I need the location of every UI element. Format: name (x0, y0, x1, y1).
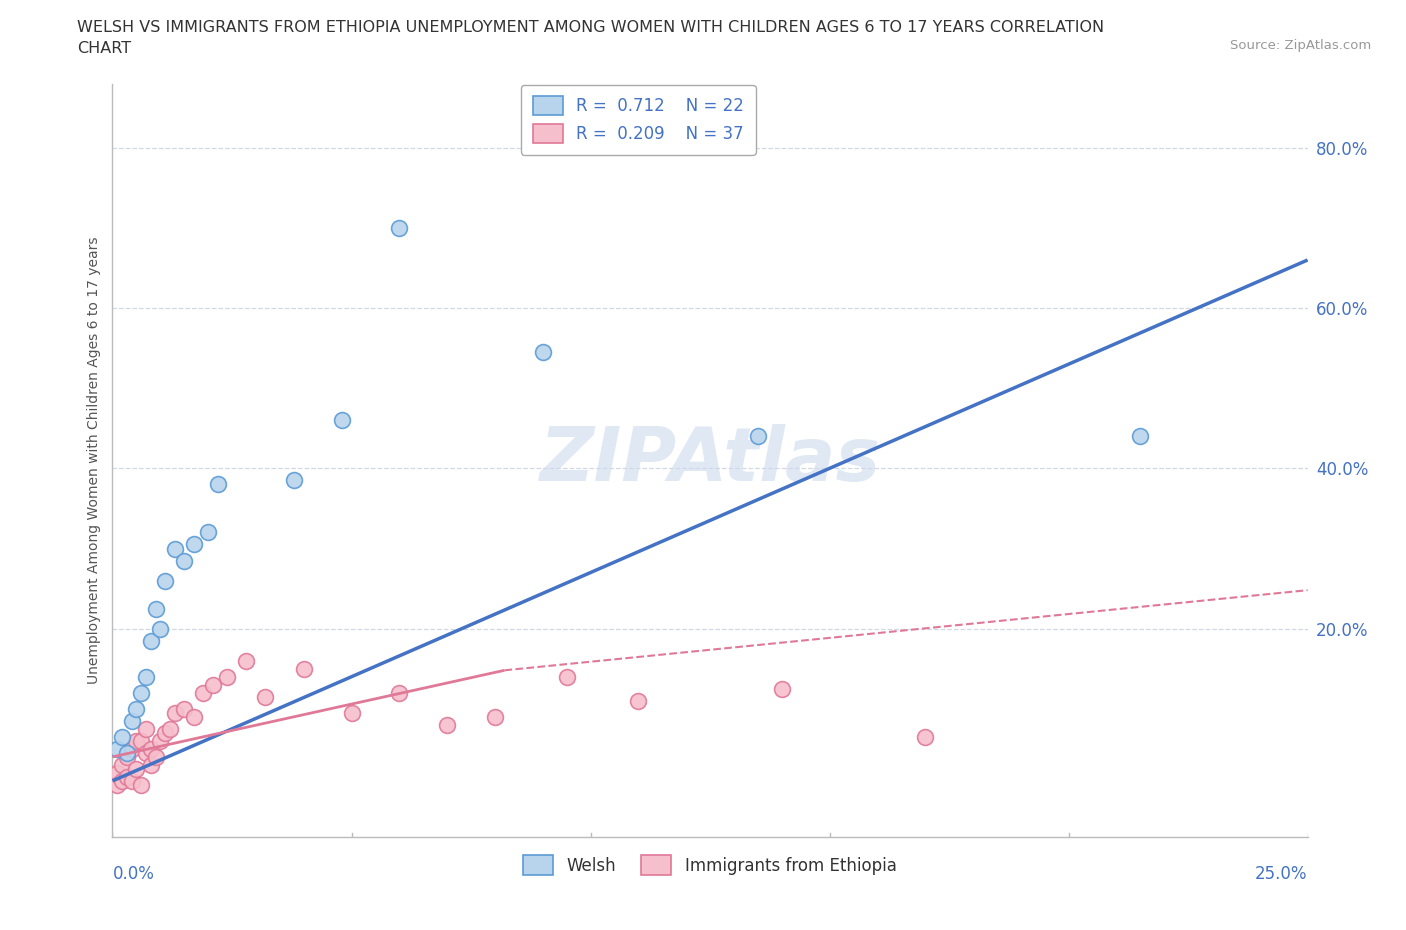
Point (105, 765, 128, 780)
Point (201, 677, 224, 692)
Point (139, 757, 162, 772)
Point (770, 682, 793, 697)
Text: CHART: CHART (77, 41, 131, 56)
Point (388, 220, 411, 235)
Point (129, 777, 152, 792)
Point (125, 701, 148, 716)
Point (145, 750, 167, 764)
Point (135, 670, 157, 684)
Point (121, 741, 143, 756)
Text: 25.0%: 25.0% (1256, 865, 1308, 883)
Point (105, 741, 128, 756)
Point (121, 713, 143, 728)
Legend: Welsh, Immigrants from Ethiopia: Welsh, Immigrants from Ethiopia (517, 849, 903, 882)
Point (125, 762, 148, 777)
Text: Source: ZipAtlas.com: Source: ZipAtlas.com (1230, 39, 1371, 52)
Point (145, 601, 167, 616)
Point (129, 685, 152, 700)
Point (139, 633, 162, 648)
Point (105, 777, 128, 792)
Point (173, 701, 195, 716)
Point (330, 413, 353, 428)
Point (436, 717, 458, 732)
Point (153, 573, 176, 588)
Point (235, 653, 257, 668)
Point (254, 689, 277, 704)
Text: WELSH VS IMMIGRANTS FROM ETHIOPIA UNEMPLOYMENT AMONG WOMEN WITH CHILDREN AGES 6 : WELSH VS IMMIGRANTS FROM ETHIOPIA UNEMPL… (77, 20, 1105, 35)
Point (153, 725, 176, 740)
Point (1129, 429, 1152, 444)
Point (217, 670, 239, 684)
Point (163, 705, 186, 720)
Point (159, 722, 181, 737)
Point (111, 729, 134, 744)
Point (135, 722, 157, 737)
Point (531, 345, 554, 360)
Point (197, 525, 219, 540)
Point (129, 734, 152, 749)
Point (111, 774, 134, 789)
Point (173, 553, 195, 568)
Point (627, 694, 650, 709)
Y-axis label: Unemployment Among Women with Children Ages 6 to 17 years: Unemployment Among Women with Children A… (87, 236, 101, 684)
Point (149, 734, 172, 749)
Point (292, 661, 315, 676)
Point (183, 710, 205, 724)
Point (183, 537, 205, 551)
Point (340, 705, 363, 720)
Text: 0.0%: 0.0% (112, 865, 155, 883)
Point (207, 477, 229, 492)
Point (125, 734, 148, 749)
Point (555, 670, 578, 684)
Point (484, 710, 506, 724)
Point (914, 729, 936, 744)
Point (115, 750, 138, 764)
Point (747, 429, 769, 444)
Point (115, 769, 138, 784)
Point (139, 741, 162, 756)
Text: ZIPAtlas: ZIPAtlas (540, 424, 880, 497)
Point (111, 757, 134, 772)
Point (193, 685, 215, 700)
Point (163, 541, 186, 556)
Point (149, 621, 172, 636)
Point (135, 746, 157, 761)
Point (121, 774, 143, 789)
Point (388, 685, 411, 700)
Point (115, 746, 138, 761)
Point (283, 473, 305, 488)
